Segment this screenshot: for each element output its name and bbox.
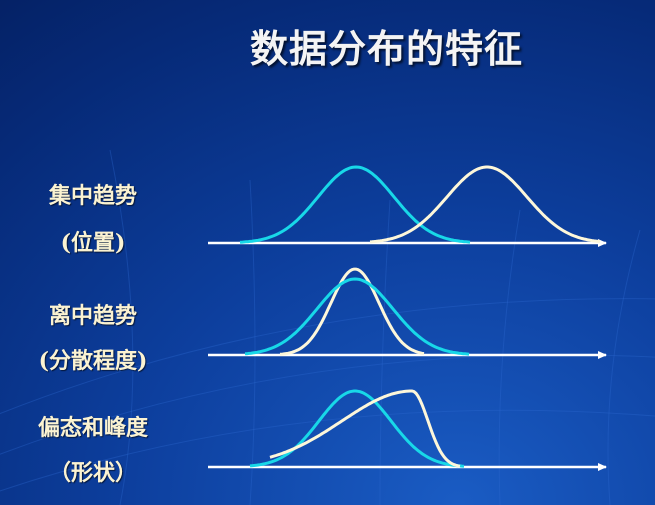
- row-2-curve-cream: [279, 267, 425, 356]
- row-1-label: 集中趋势: [48, 183, 137, 209]
- row-2-label: 离中趋势: [48, 303, 137, 329]
- row-3-label: 偏态和峰度: [37, 415, 148, 441]
- row-3-curve-cream: [269, 389, 461, 468]
- row-2-curve-cyan: [244, 277, 470, 356]
- row-1-curve-cream: [369, 165, 601, 244]
- row-2-sublabel: (分散程度): [38, 348, 148, 374]
- row-1-sublabel: (位置): [60, 230, 126, 256]
- row-3-curve-cyan: [249, 389, 465, 468]
- row-3-sublabel: （形状）: [48, 460, 137, 486]
- row-1-curve-cyan: [239, 165, 471, 244]
- page-title: 数据分布的特征: [250, 26, 524, 71]
